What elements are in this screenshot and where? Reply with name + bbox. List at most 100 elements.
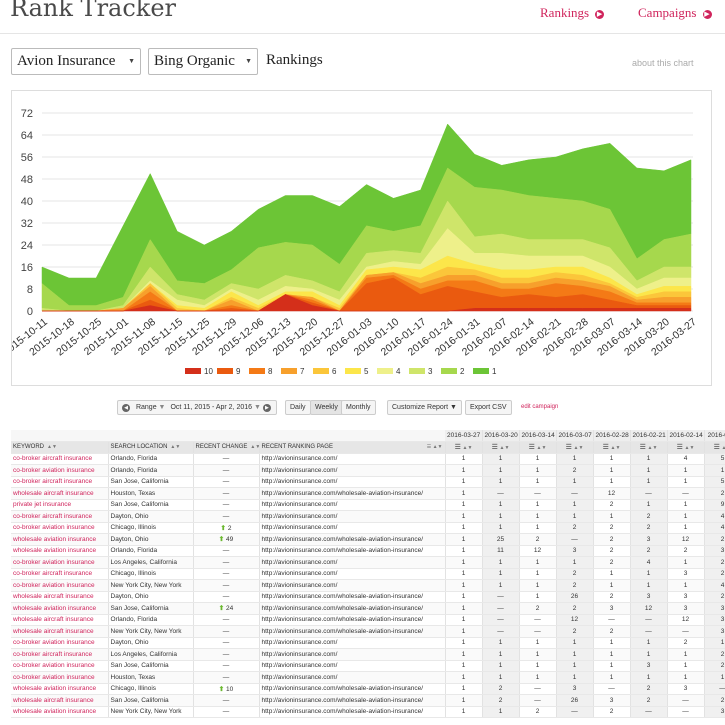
prev-range-icon[interactable]: ◀ (122, 404, 130, 412)
keyword-cell[interactable]: wholesale aviation insurance (11, 706, 109, 718)
table-row[interactable]: co-broker aircraft insurance Dayton, Ohio… (11, 510, 725, 523)
keyword-cell[interactable]: private jet insurance (11, 499, 109, 511)
engine-select[interactable]: Bing Organic ▼ (148, 48, 258, 75)
keyword-link[interactable]: co-broker aviation insurance (13, 524, 95, 532)
date-column-header[interactable]: 2016-02-28 (593, 430, 631, 442)
keyword-link[interactable]: wholesale aviation insurance (13, 547, 97, 555)
about-chart-link[interactable]: about this chart (632, 58, 694, 68)
keyword-cell[interactable]: wholesale aircraft insurance (11, 487, 109, 500)
keyword-link[interactable]: co-broker aircraft insurance (13, 570, 93, 578)
keyword-link[interactable]: co-broker aviation insurance (13, 662, 95, 670)
keyword-link[interactable]: wholesale aviation insurance (13, 708, 97, 716)
keyword-cell[interactable]: wholesale aircraft insurance (11, 591, 109, 603)
table-row[interactable]: wholesale aircraft insurance Orlando, Flo… (11, 614, 725, 626)
table-row[interactable]: wholesale aircraft insurance San Jose, Ca… (11, 694, 725, 707)
page-column-header[interactable]: RECENT RANKING PAGE ☰ ▲▼ (259, 441, 446, 454)
keyword-cell[interactable]: co-broker aircraft insurance (11, 648, 109, 661)
keyword-cell[interactable]: wholesale aircraft insurance (11, 614, 109, 626)
keyword-link[interactable]: co-broker aircraft insurance (13, 478, 93, 486)
next-range-icon[interactable]: ▶ (262, 404, 271, 412)
keyword-link[interactable]: co-broker aviation insurance (13, 466, 95, 474)
keyword-link[interactable]: wholesale aviation insurance (13, 604, 97, 612)
table-row[interactable]: wholesale aviation insurance Orlando, Flo… (11, 545, 725, 557)
date-column-header[interactable]: 2016-02-0 (704, 430, 725, 442)
table-row[interactable]: wholesale aviation insurance San Jose, Ca… (11, 602, 725, 615)
weekly-button[interactable]: Weekly (310, 400, 343, 415)
keyword-link[interactable]: co-broker aviation insurance (13, 558, 95, 566)
keyword-link[interactable]: wholesale aircraft insurance (13, 627, 94, 635)
table-row[interactable]: co-broker aircraft insurance Chicago, Ill… (11, 568, 725, 580)
keyword-link[interactable]: co-broker aircraft insurance (13, 455, 93, 463)
location-column-header[interactable]: SEARCH LOCATION ▲▼ (108, 441, 194, 454)
customize-report-button[interactable]: Customize Report ▼ (387, 400, 462, 415)
keyword-cell[interactable]: co-broker aviation insurance (11, 660, 109, 672)
table-row[interactable]: co-broker aviation insurance New York Cit… (11, 579, 725, 592)
monthly-button[interactable]: Monthly (341, 400, 376, 415)
table-row[interactable]: co-broker aviation insurance Dayton, Ohio… (11, 637, 725, 649)
column-menu-icon[interactable]: ☰ ▲▼ (630, 441, 668, 454)
daily-button[interactable]: Daily (285, 400, 311, 415)
keyword-link[interactable]: wholesale aircraft insurance (13, 489, 94, 497)
edit-campaign-link[interactable]: edit campaign (521, 404, 559, 410)
date-column-header[interactable]: 2016-02-21 (630, 430, 668, 442)
keyword-link[interactable]: co-broker aviation insurance (13, 639, 95, 647)
date-column-header[interactable]: 2016-03-07 (556, 430, 594, 442)
keyword-column-header[interactable]: KEYWORD ▲▼ (11, 441, 109, 454)
keyword-cell[interactable]: wholesale aviation insurance (11, 602, 109, 615)
keyword-cell[interactable]: co-broker aircraft insurance (11, 568, 109, 580)
keyword-link[interactable]: co-broker aircraft insurance (13, 650, 93, 658)
table-row[interactable]: wholesale aviation insurance Chicago, Ill… (11, 683, 725, 695)
keyword-cell[interactable]: wholesale aircraft insurance (11, 625, 109, 638)
keyword-cell[interactable]: co-broker aviation insurance (11, 671, 109, 684)
table-row[interactable]: private jet insurance San Jose, Californi… (11, 499, 725, 511)
keyword-link[interactable]: co-broker aviation insurance (13, 581, 95, 589)
keyword-link[interactable]: wholesale aircraft insurance (13, 616, 94, 624)
keyword-cell[interactable]: wholesale aviation insurance (11, 683, 109, 695)
keyword-link[interactable]: private jet insurance (13, 501, 72, 509)
keyword-link[interactable]: wholesale aviation insurance (13, 685, 97, 693)
keyword-cell[interactable]: co-broker aircraft insurance (11, 476, 109, 488)
table-row[interactable]: wholesale aircraft insurance Houston, Tex… (11, 487, 725, 500)
keyword-cell[interactable]: co-broker aviation insurance (11, 522, 109, 534)
column-menu-icon[interactable]: ☰ ▲▼ (667, 441, 705, 454)
keyword-cell[interactable]: co-broker aviation insurance (11, 637, 109, 649)
date-column-header[interactable]: 2016-03-27 (445, 430, 483, 442)
date-column-header[interactable]: 2016-03-14 (519, 430, 557, 442)
keyword-link[interactable]: co-broker aircraft insurance (13, 512, 93, 520)
range-picker[interactable]: ◀ Range ▼ Oct 11, 2015 - Apr 2, 2016 ▼ ▶ (117, 400, 277, 415)
keyword-link[interactable]: wholesale aircraft insurance (13, 696, 94, 704)
column-menu-icon[interactable]: ☰ ▲▼ (445, 441, 483, 454)
nav-rankings-link[interactable]: Rankings ▶ (540, 5, 605, 21)
nav-campaigns-link[interactable]: Campaigns ▶ (638, 5, 712, 21)
table-row[interactable]: wholesale aviation insurance New York Cit… (11, 706, 725, 718)
keyword-cell[interactable]: co-broker aircraft insurance (11, 453, 109, 465)
date-column-header[interactable]: 2016-02-14 (667, 430, 705, 442)
keyword-link[interactable]: wholesale aircraft insurance (13, 593, 94, 601)
keyword-cell[interactable]: co-broker aviation insurance (11, 556, 109, 569)
table-row[interactable]: co-broker aviation insurance Los Angeles,… (11, 556, 725, 569)
table-row[interactable]: co-broker aviation insurance San Jose, Ca… (11, 660, 725, 672)
table-row[interactable]: co-broker aviation insurance Orlando, Flo… (11, 464, 725, 477)
keyword-cell[interactable]: wholesale aircraft insurance (11, 694, 109, 707)
column-menu-icon[interactable]: ☰ ▲▼ (704, 441, 725, 454)
table-row[interactable]: wholesale aircraft insurance New York Cit… (11, 625, 725, 638)
table-row[interactable]: wholesale aircraft insurance Dayton, Ohio… (11, 591, 725, 603)
keyword-cell[interactable]: co-broker aviation insurance (11, 579, 109, 592)
table-row[interactable]: co-broker aviation insurance Houston, Tex… (11, 671, 725, 684)
keyword-link[interactable]: co-broker aviation insurance (13, 673, 95, 681)
table-row[interactable]: wholesale aviation insurance Dayton, Ohio… (11, 533, 725, 546)
table-row[interactable]: co-broker aircraft insurance Los Angeles,… (11, 648, 725, 661)
column-menu-icon[interactable]: ☰ ▲▼ (593, 441, 631, 454)
change-column-header[interactable]: RECENT CHANGE▲▼ (193, 441, 260, 454)
column-menu-icon[interactable]: ☰ ▲▼ (519, 441, 557, 454)
keyword-cell[interactable]: wholesale aviation insurance (11, 533, 109, 546)
date-column-header[interactable]: 2016-03-20 (482, 430, 520, 442)
keyword-cell[interactable]: co-broker aviation insurance (11, 464, 109, 477)
table-row[interactable]: co-broker aviation insurance Chicago, Ill… (11, 522, 725, 534)
keyword-link[interactable]: wholesale aviation insurance (13, 535, 97, 543)
campaign-select[interactable]: Avion Insurance ▼ (11, 48, 141, 75)
column-menu-icon[interactable]: ☰ ▲▼ (556, 441, 594, 454)
table-row[interactable]: co-broker aircraft insurance Orlando, Flo… (11, 453, 725, 465)
keyword-cell[interactable]: wholesale aviation insurance (11, 545, 109, 557)
export-csv-button[interactable]: Export CSV (465, 400, 512, 415)
